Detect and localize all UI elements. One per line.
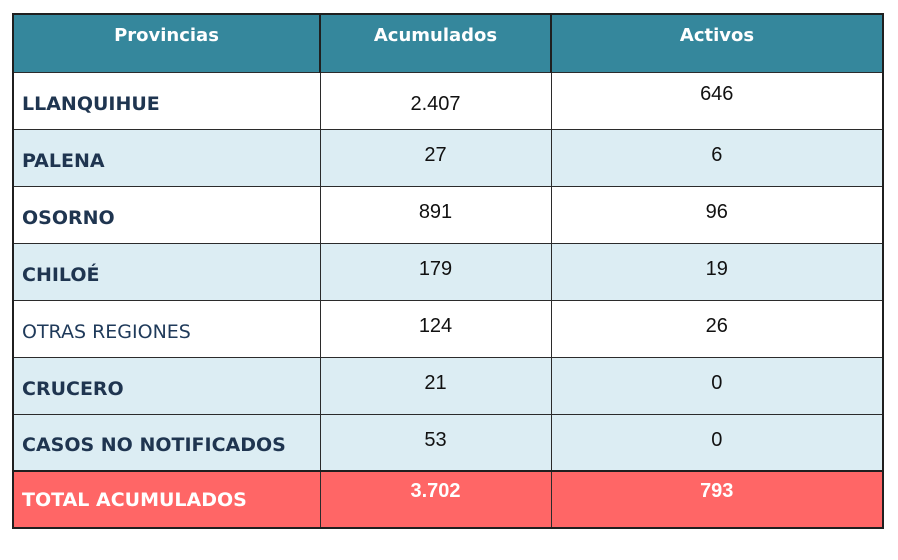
- table-row: PALENA 27 6: [12, 128, 884, 187]
- total-label: TOTAL ACUMULADOS: [12, 470, 321, 529]
- activos-cell: 0: [550, 356, 884, 415]
- activos-cell: 26: [550, 299, 884, 358]
- acumulados-cell: 21: [319, 356, 552, 415]
- table-row: OTRAS REGIONES 124 26: [12, 299, 884, 358]
- acumulados-cell: 27: [319, 128, 552, 187]
- acumulados-cell: 179: [319, 242, 552, 301]
- table-row: OSORNO 891 96: [12, 185, 884, 244]
- header-acumulados: Acumulados: [319, 13, 552, 73]
- header-row: Provincias Acumulados Activos: [12, 13, 884, 73]
- header-provincias: Provincias: [12, 13, 321, 73]
- table-row: CASOS NO NOTIFICADOS 53 0: [12, 413, 884, 472]
- activos-cell: 646: [550, 71, 884, 130]
- provincia-cell: PALENA: [12, 128, 321, 187]
- header-activos: Activos: [550, 13, 884, 73]
- acumulados-cell: 124: [319, 299, 552, 358]
- acumulados-cell: 891: [319, 185, 552, 244]
- provincia-cell: LLANQUIHUE: [12, 71, 321, 130]
- table-row: CRUCERO 21 0: [12, 356, 884, 415]
- provincia-cell: CASOS NO NOTIFICADOS: [12, 413, 321, 472]
- provincia-cell: CHILOÉ: [12, 242, 321, 301]
- total-activos: 793: [550, 470, 884, 529]
- acumulados-cell: 53: [319, 413, 552, 472]
- total-acumulados: 3.702: [319, 470, 552, 529]
- activos-cell: 0: [550, 413, 884, 472]
- activos-cell: 6: [550, 128, 884, 187]
- table-row: CHILOÉ 179 19: [12, 242, 884, 301]
- activos-cell: 19: [550, 242, 884, 301]
- provincia-cell: OTRAS REGIONES: [12, 299, 321, 358]
- total-row: TOTAL ACUMULADOS 3.702 793: [12, 470, 884, 529]
- provincias-table-container: Provincias Acumulados Activos LLANQUIHUE…: [12, 13, 884, 529]
- acumulados-cell: 2.407: [319, 71, 552, 130]
- provincia-cell: OSORNO: [12, 185, 321, 244]
- table-row: LLANQUIHUE 2.407 646: [12, 71, 884, 130]
- provincia-cell: CRUCERO: [12, 356, 321, 415]
- provincias-table: Provincias Acumulados Activos LLANQUIHUE…: [12, 13, 884, 529]
- activos-cell: 96: [550, 185, 884, 244]
